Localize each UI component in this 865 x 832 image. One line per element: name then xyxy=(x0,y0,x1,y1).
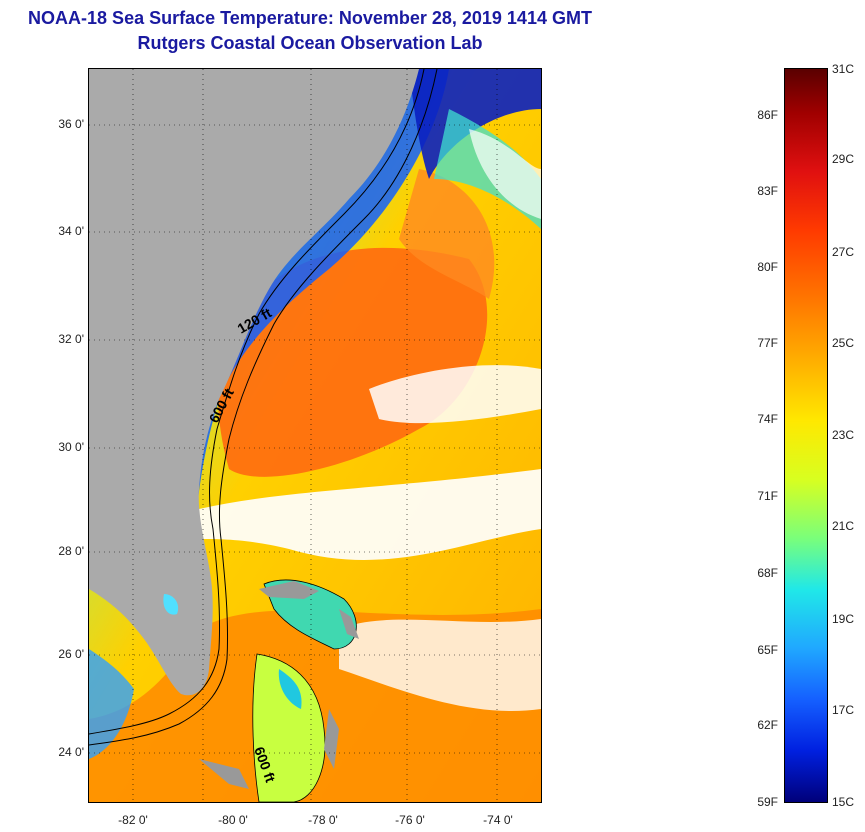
colorbar-celsius-label: 19C xyxy=(832,612,855,626)
colorbar-celsius-label: 31C xyxy=(832,62,855,76)
lon-label: -74 0' xyxy=(483,813,513,827)
great-bahama-bank xyxy=(252,653,326,802)
colorbar-fahrenheit-label: 83F xyxy=(757,184,778,198)
colorbar-celsius-label: 25C xyxy=(832,336,855,350)
colorbar-fahrenheit-label: 68F xyxy=(757,566,778,580)
graticule xyxy=(89,69,541,802)
temperature-colorbar xyxy=(784,68,828,803)
cold-shelf-water xyxy=(174,69,449,509)
lon-label: -78 0' xyxy=(308,813,338,827)
andros-island xyxy=(324,709,339,769)
colorbar-fahrenheit-label: 86F xyxy=(757,108,778,122)
lon-label: -76 0' xyxy=(395,813,425,827)
cloud-patch xyxy=(339,619,541,711)
grand-bahama-island xyxy=(259,581,319,599)
tongue-of-ocean xyxy=(278,669,302,709)
lat-label: 34 0' xyxy=(58,224,84,238)
lat-label: 28 0' xyxy=(58,544,84,558)
colorbar-fahrenheit-label: 80F xyxy=(757,260,778,274)
colorbar-celsius-label: 27C xyxy=(832,245,855,259)
cloud-patch xyxy=(369,365,541,424)
cloud-band xyxy=(199,469,541,560)
colorbar-fahrenheit-label: 65F xyxy=(757,643,778,657)
abaco-island xyxy=(339,609,359,639)
colorbar-celsius-label: 29C xyxy=(832,152,855,166)
colorbar-celsius-label: 21C xyxy=(832,519,855,533)
lat-label: 26 0' xyxy=(58,647,84,661)
lat-label: 36 0' xyxy=(58,117,84,131)
sst-map-canvas: 120 ft 600 ft 600 ft xyxy=(89,69,541,802)
lat-label: 32 0' xyxy=(58,332,84,346)
colorbar-celsius-label: 17C xyxy=(832,703,855,717)
colorbar-celsius-label: 15C xyxy=(832,795,855,809)
colorbar-fahrenheit-label: 59F xyxy=(757,795,778,809)
colorbar-fahrenheit-label: 62F xyxy=(757,718,778,732)
cuba-coast xyxy=(199,759,249,789)
colorbar-celsius-label: 23C xyxy=(832,428,855,442)
lon-label: -82 0' xyxy=(118,813,148,827)
gulf-coastal-water xyxy=(89,649,134,759)
colorbar-fahrenheit-label: 71F xyxy=(757,489,778,503)
cloud-patch xyxy=(469,129,541,219)
lat-label: 24 0' xyxy=(58,745,84,759)
warm-eddy xyxy=(399,169,495,299)
colorbar-fahrenheit-label: 77F xyxy=(757,336,778,350)
lat-label: 30 0' xyxy=(58,440,84,454)
colorbar-fahrenheit-label: 74F xyxy=(757,412,778,426)
contour-120ft xyxy=(89,69,425,735)
lon-label: -80 0' xyxy=(218,813,248,827)
lake-okeechobee xyxy=(163,594,179,615)
map-subtitle: Rutgers Coastal Ocean Observation Lab xyxy=(137,33,483,53)
sst-map: 120 ft 600 ft 600 ft xyxy=(88,68,542,803)
contour-600ft xyxy=(89,69,438,746)
map-title: NOAA-18 Sea Surface Temperature: Novembe… xyxy=(28,8,592,28)
us-southeast-land xyxy=(89,69,419,696)
